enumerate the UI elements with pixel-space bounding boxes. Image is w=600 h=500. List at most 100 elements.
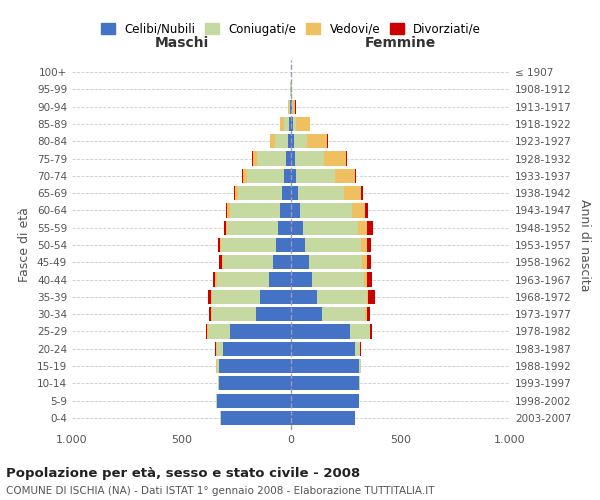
Bar bbox=[247, 169, 284, 183]
Bar bbox=[300, 204, 352, 218]
Bar bbox=[355, 169, 356, 183]
Bar bbox=[364, 272, 367, 286]
Bar bbox=[294, 134, 307, 148]
Bar bbox=[291, 324, 350, 338]
Bar bbox=[223, 255, 274, 270]
Bar bbox=[365, 204, 368, 218]
Bar bbox=[291, 255, 308, 270]
Bar bbox=[234, 186, 235, 200]
Bar bbox=[362, 255, 367, 270]
Bar bbox=[220, 238, 221, 252]
Bar bbox=[260, 290, 291, 304]
Bar bbox=[370, 324, 371, 338]
Bar bbox=[359, 359, 361, 373]
Bar bbox=[327, 134, 328, 148]
Bar bbox=[217, 359, 219, 373]
Bar bbox=[288, 134, 291, 148]
Bar bbox=[284, 169, 291, 183]
Y-axis label: Fasce di età: Fasce di età bbox=[19, 208, 31, 282]
Bar bbox=[293, 100, 295, 114]
Bar bbox=[211, 290, 212, 304]
Bar bbox=[322, 307, 365, 321]
Bar bbox=[227, 220, 278, 235]
Bar bbox=[290, 100, 291, 114]
Bar bbox=[282, 186, 291, 200]
Bar bbox=[212, 290, 260, 304]
Bar bbox=[361, 238, 367, 252]
Text: Femmine: Femmine bbox=[365, 36, 436, 50]
Bar bbox=[303, 220, 358, 235]
Bar bbox=[215, 342, 216, 356]
Bar bbox=[291, 134, 294, 148]
Bar bbox=[243, 169, 247, 183]
Bar bbox=[286, 152, 291, 166]
Bar bbox=[219, 359, 291, 373]
Bar bbox=[368, 290, 376, 304]
Bar bbox=[307, 134, 327, 148]
Y-axis label: Anni di nascita: Anni di nascita bbox=[578, 198, 591, 291]
Bar bbox=[219, 255, 222, 270]
Bar bbox=[280, 204, 291, 218]
Bar bbox=[291, 117, 293, 131]
Bar bbox=[335, 169, 355, 183]
Bar bbox=[238, 186, 282, 200]
Bar bbox=[367, 238, 371, 252]
Bar bbox=[291, 204, 300, 218]
Bar bbox=[270, 134, 275, 148]
Bar bbox=[291, 307, 322, 321]
Bar bbox=[218, 238, 220, 252]
Bar bbox=[295, 152, 324, 166]
Bar bbox=[215, 272, 217, 286]
Bar bbox=[289, 100, 290, 114]
Bar bbox=[298, 186, 344, 200]
Bar bbox=[208, 324, 230, 338]
Bar bbox=[226, 204, 227, 218]
Bar bbox=[296, 117, 310, 131]
Bar bbox=[291, 342, 355, 356]
Bar bbox=[291, 186, 298, 200]
Bar bbox=[230, 204, 280, 218]
Bar bbox=[291, 169, 296, 183]
Bar bbox=[291, 100, 292, 114]
Bar bbox=[324, 152, 346, 166]
Bar bbox=[213, 272, 215, 286]
Bar bbox=[365, 307, 367, 321]
Bar bbox=[275, 238, 291, 252]
Bar bbox=[292, 100, 293, 114]
Bar bbox=[291, 272, 312, 286]
Bar bbox=[317, 290, 367, 304]
Bar bbox=[291, 220, 303, 235]
Bar bbox=[230, 324, 291, 338]
Bar bbox=[312, 272, 364, 286]
Bar bbox=[242, 169, 243, 183]
Bar bbox=[289, 117, 291, 131]
Bar bbox=[217, 272, 269, 286]
Bar bbox=[291, 238, 305, 252]
Bar bbox=[296, 169, 335, 183]
Bar bbox=[291, 394, 359, 407]
Bar bbox=[224, 220, 226, 235]
Bar bbox=[253, 152, 257, 166]
Bar bbox=[217, 342, 223, 356]
Bar bbox=[257, 152, 286, 166]
Bar bbox=[305, 238, 361, 252]
Bar bbox=[278, 220, 291, 235]
Bar bbox=[346, 152, 347, 166]
Bar bbox=[256, 307, 291, 321]
Bar bbox=[221, 238, 275, 252]
Bar bbox=[218, 376, 219, 390]
Bar bbox=[226, 220, 227, 235]
Bar bbox=[361, 186, 363, 200]
Bar bbox=[367, 290, 368, 304]
Bar bbox=[293, 117, 296, 131]
Text: COMUNE DI ISCHIA (NA) - Dati ISTAT 1° gennaio 2008 - Elaborazione TUTTITALIA.IT: COMUNE DI ISCHIA (NA) - Dati ISTAT 1° ge… bbox=[6, 486, 434, 496]
Bar bbox=[358, 220, 367, 235]
Bar bbox=[308, 255, 362, 270]
Bar bbox=[291, 152, 295, 166]
Bar bbox=[352, 204, 365, 218]
Bar bbox=[219, 376, 291, 390]
Bar bbox=[227, 204, 230, 218]
Text: Popolazione per età, sesso e stato civile - 2008: Popolazione per età, sesso e stato civil… bbox=[6, 468, 360, 480]
Bar bbox=[275, 134, 288, 148]
Bar bbox=[206, 324, 207, 338]
